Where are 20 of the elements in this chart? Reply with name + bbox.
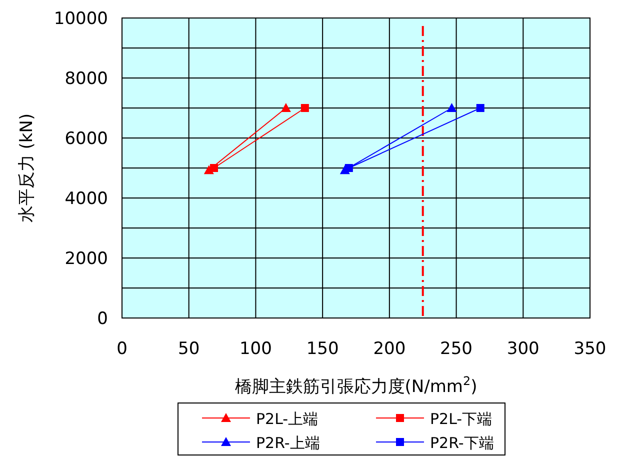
y-tick-label: 10000 [54, 9, 108, 29]
x-tick-label: 250 [440, 339, 473, 359]
y-tick-label: 4000 [64, 189, 108, 209]
x-tick-label: 50 [178, 339, 200, 359]
x-tick-label: 0 [116, 339, 128, 359]
x-tick-label: 150 [306, 339, 339, 359]
y-tick-label: 8000 [64, 69, 108, 89]
y-axis-title: 水平反力 (kN) [17, 113, 37, 223]
x-axis-title: 橋脚主鉄筋引張応力度(N/mm$^{2}$) [234, 374, 478, 397]
legend-label: P2R-上端 [256, 434, 320, 452]
y-tick-label: 0 [97, 309, 108, 329]
x-tick-label: 300 [506, 339, 540, 359]
x-tick-label: 100 [239, 339, 272, 359]
x-tick-label: 350 [574, 339, 606, 359]
y-tick-label: 6000 [64, 129, 108, 149]
legend-label: P2R-下端 [430, 434, 494, 452]
x-tick-label: 200 [373, 339, 406, 359]
legend-label: P2L-下端 [430, 410, 492, 428]
legend-label: P2L-上端 [256, 410, 318, 428]
y-tick-label: 2000 [64, 249, 108, 269]
